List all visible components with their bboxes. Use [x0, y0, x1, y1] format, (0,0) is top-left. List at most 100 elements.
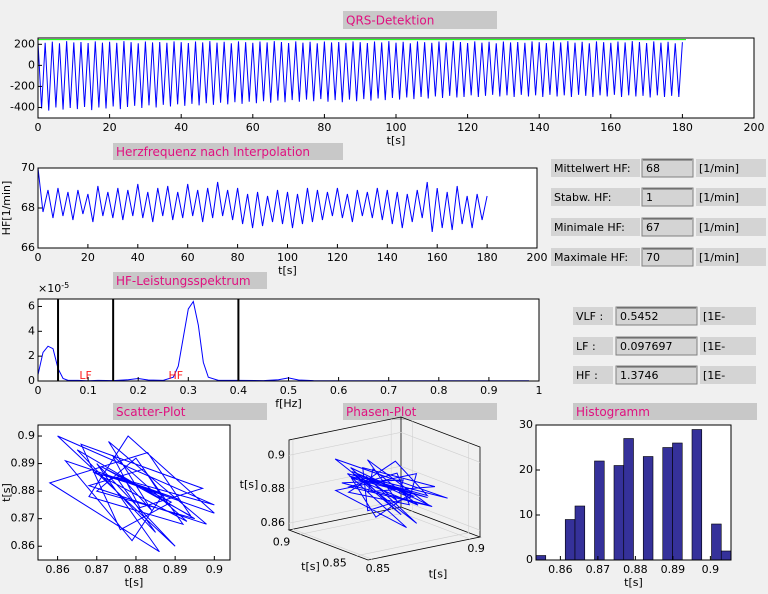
x-tick-label: 160	[600, 121, 621, 134]
x-grid-line	[356, 442, 470, 557]
x-tick-label: 200	[527, 251, 548, 264]
x-tick-label: 0.88	[623, 563, 648, 576]
x-tick-label: 0.89	[661, 563, 686, 576]
plot-content	[536, 429, 731, 560]
x-tick-label: 1	[536, 384, 543, 397]
x-tick-label: 180	[672, 121, 693, 134]
x-axis-label: f[Hz]	[275, 397, 302, 410]
field-value: 1	[646, 191, 653, 204]
x-tick-label: 0.6	[330, 384, 348, 397]
field-label: HF :	[576, 369, 598, 382]
field-label: VLF :	[576, 310, 603, 323]
x-tick-label: 0.2	[129, 384, 147, 397]
x-tick-label: 0.1	[79, 384, 97, 397]
y-tick-label: 0.87	[11, 512, 36, 525]
axes-frame	[37, 424, 231, 561]
title-box	[113, 272, 267, 289]
x-tick-label: 140	[529, 121, 550, 134]
x-tick-label: 0.86	[45, 563, 70, 576]
z-tick-label: 0.86	[261, 516, 286, 529]
field-value: 0.5452	[620, 310, 659, 323]
x-axis-label: t[s]	[624, 576, 643, 589]
plot-content	[48, 435, 215, 553]
x-tick-label: 0.87	[85, 563, 110, 576]
x-tick-label: 0.9	[206, 563, 224, 576]
z-axis-label: t[s]	[240, 478, 259, 491]
z-grid-line	[288, 465, 481, 497]
y-tick-label: 0.89	[11, 457, 36, 470]
y-multiplier-base: ×10	[38, 282, 61, 295]
x-tick-label: 0.7	[380, 384, 398, 397]
x-tick-label: 0.86	[548, 563, 573, 576]
chart-title: Scatter-Plot	[116, 405, 186, 419]
x-tick-label: 200	[744, 121, 765, 134]
y-axis-label: t[s]	[429, 568, 448, 581]
y-tick-label: 0.85	[366, 562, 391, 575]
x-tick-label: 140	[377, 251, 398, 264]
field-unit: [1/min]	[699, 221, 739, 234]
y-tick-label: 20	[519, 463, 533, 476]
field-label-box	[551, 159, 640, 177]
chart-title: Histogramm	[576, 405, 650, 419]
field-label: Maximale HF:	[554, 251, 628, 264]
field-unit-box	[696, 218, 766, 236]
x-tick-label: 0.3	[180, 384, 198, 397]
band-label: HF	[168, 369, 183, 382]
x-tick-label: 20	[81, 251, 95, 264]
x-tick-label: 80	[317, 121, 331, 134]
histogram-bar	[672, 442, 683, 560]
field-unit-box	[700, 337, 756, 355]
x-axis-label: t[s]	[387, 134, 406, 147]
field-value-box	[615, 306, 698, 326]
histogram-bar	[613, 465, 625, 560]
x-tick-label: 0.8	[430, 384, 448, 397]
title-box	[343, 403, 497, 420]
x-tick-label: 40	[174, 121, 188, 134]
histogram-bar	[642, 456, 654, 560]
field-value-box	[615, 336, 698, 356]
field-value-box	[615, 365, 698, 385]
y-tick-label: 0.9	[467, 542, 485, 555]
field-value: 67	[646, 221, 660, 234]
x-tick-label: 80	[231, 251, 245, 264]
field-value: 68	[646, 162, 660, 175]
y-tick-label: 0	[28, 58, 35, 71]
field-value: 1.3746	[620, 369, 659, 382]
y-tick-label: 0	[526, 553, 533, 566]
histogram-bar	[594, 460, 605, 560]
plot-area	[38, 168, 537, 248]
y-tick-label: 68	[21, 201, 35, 214]
y-multiplier: ×10-5	[38, 281, 69, 296]
field-value-box	[641, 247, 694, 267]
y-tick-label: 66	[21, 241, 35, 254]
title-box	[343, 11, 497, 29]
histogram-bar	[662, 447, 673, 560]
title-box	[573, 403, 757, 420]
histogram-bar	[711, 523, 722, 560]
axes-frame	[535, 424, 732, 561]
y-multiplier-exponent: -5	[61, 281, 69, 290]
field-label-box	[551, 218, 640, 236]
histogram-bar	[564, 519, 576, 560]
plot-content	[38, 168, 488, 233]
field-unit-box	[700, 366, 756, 384]
field-value-box	[641, 187, 694, 207]
line-series	[38, 168, 488, 233]
chart-title: Herzfrequenz nach Interpolation	[116, 145, 310, 159]
field-unit-box	[696, 159, 766, 177]
field-unit: [1E-	[703, 369, 725, 382]
y-grid-line	[390, 419, 471, 540]
line-series	[38, 300, 529, 381]
y-axis-label: HF[1/min]	[0, 181, 13, 236]
y-tick-label: 0.88	[11, 484, 36, 497]
x-axis-label: t[s]	[125, 576, 144, 589]
chart-title: Phasen-Plot	[346, 405, 417, 419]
line-series	[38, 41, 683, 111]
histogram-bar	[623, 438, 634, 560]
field-label-box	[551, 248, 640, 266]
field-label: Mittelwert HF:	[554, 162, 631, 175]
x-tick-label: 0.4	[230, 384, 248, 397]
y-grid-line	[292, 439, 373, 560]
y-tick-label: 30	[519, 418, 533, 431]
x-tick-label: 120	[327, 251, 348, 264]
